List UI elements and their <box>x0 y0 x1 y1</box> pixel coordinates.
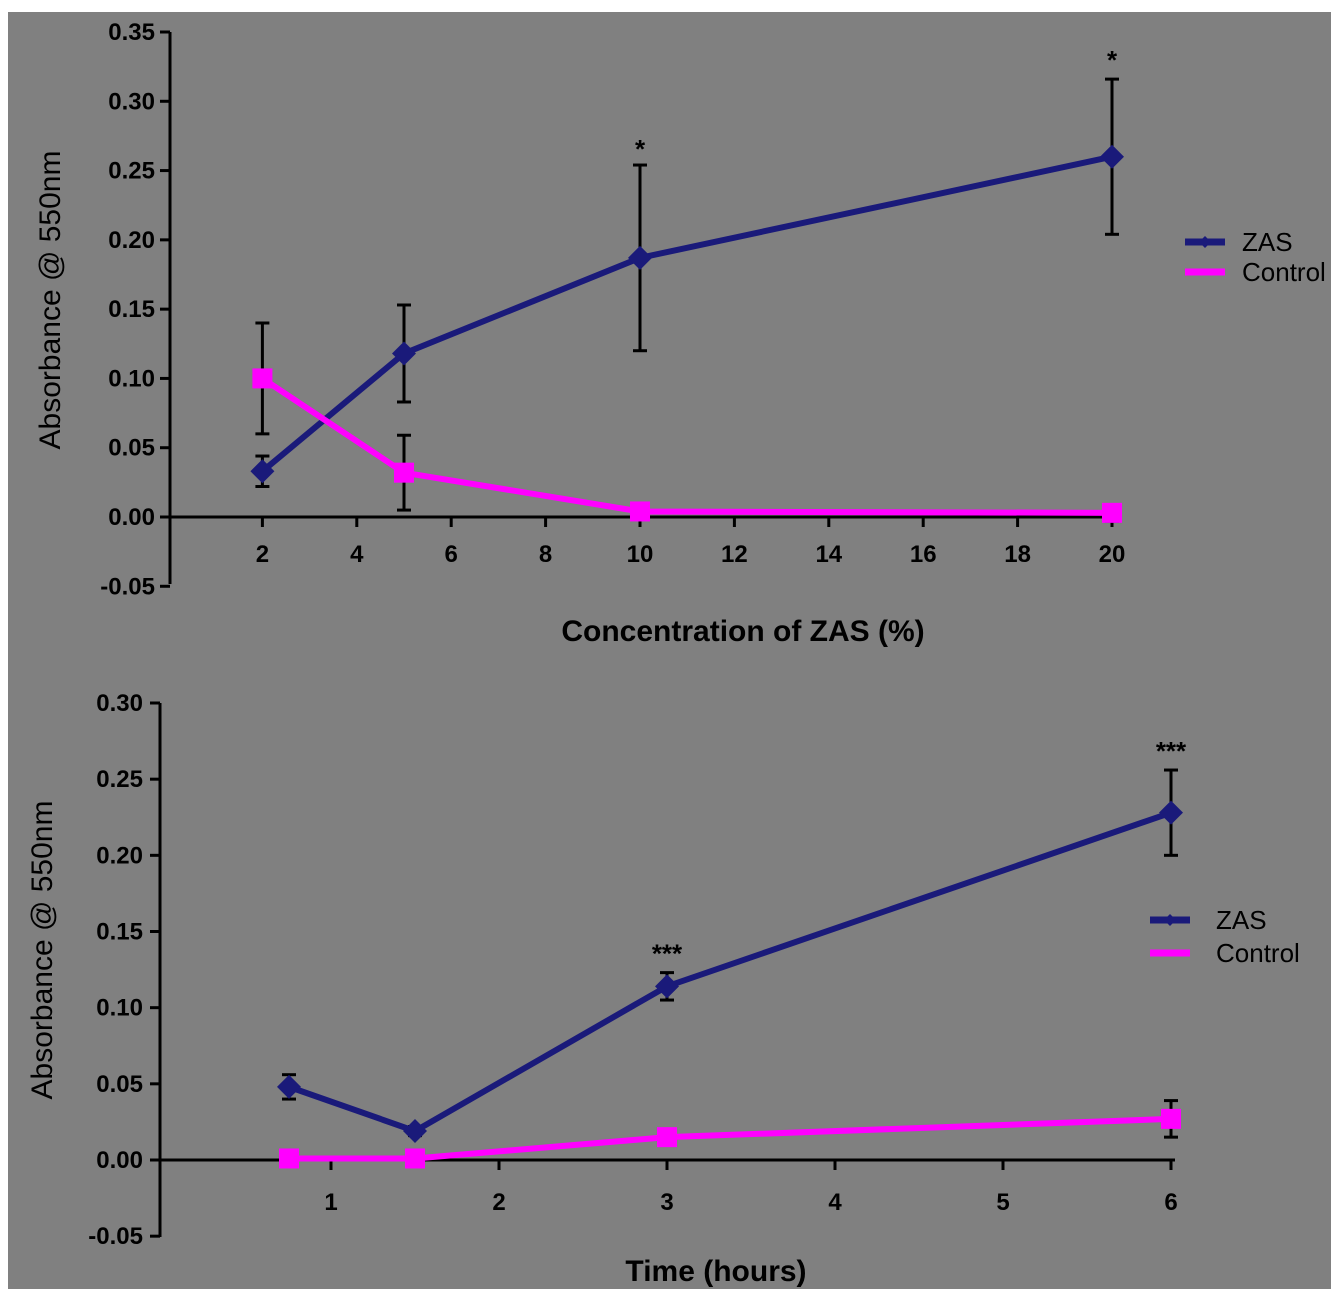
data-point <box>1100 144 1124 169</box>
x-tick-label: 2 <box>492 1189 505 1216</box>
data-point <box>628 245 652 270</box>
y-tick-label: 0.30 <box>108 88 155 115</box>
significance-annotation: * <box>635 134 646 164</box>
y-tick-label: 0.05 <box>108 435 155 462</box>
significance-annotation: *** <box>1156 736 1187 766</box>
chart-concentration: -0.05 0.00 0.05 0.10 0.15 0.20 0.25 0.30 0.35 2 4 6… <box>34 19 1326 648</box>
x-tick-label: 18 <box>1004 541 1031 568</box>
x-tick-label: 10 <box>627 541 654 568</box>
chart-time: -0.05 0.00 0.05 0.10 0.15 0.20 0.25 0.30 1 2 3 4 5 6 A… <box>26 690 1300 1288</box>
data-point <box>1159 800 1183 825</box>
x-tick-label: 6 <box>445 541 458 568</box>
y-axis-title: Absorbance @ 550nm <box>26 801 59 1100</box>
y-tick-label: 0.25 <box>108 158 155 185</box>
data-point <box>394 462 414 483</box>
data-point <box>405 1148 425 1169</box>
data-point <box>403 1119 427 1144</box>
x-tick-label: 5 <box>996 1189 1009 1216</box>
data-point <box>657 1127 677 1148</box>
y-tick-label: 0.20 <box>96 842 143 869</box>
x-tick-label: 14 <box>815 541 842 568</box>
x-tick-label: 2 <box>256 541 269 568</box>
data-point <box>277 1074 301 1099</box>
y-tick-label: 0.00 <box>96 1147 143 1174</box>
series-control <box>279 1099 1181 1169</box>
significance-annotation: * <box>1107 45 1118 75</box>
x-tick-label: 20 <box>1099 541 1126 568</box>
y-tick-label: 0.10 <box>96 995 143 1022</box>
series-zas <box>277 768 1183 1144</box>
x-tick-label: 4 <box>350 541 364 568</box>
data-point <box>655 974 679 999</box>
y-axis-title: Absorbance @ 550nm <box>34 151 67 450</box>
series-control <box>252 321 1122 523</box>
x-tick-label: 3 <box>660 1189 673 1216</box>
y-tick-label: 0.25 <box>96 766 143 793</box>
series-zas <box>250 77 1124 489</box>
data-point <box>1161 1108 1181 1129</box>
legend-marker <box>1199 236 1211 248</box>
series-line <box>289 1115 1172 1162</box>
x-tick-label: 12 <box>721 541 748 568</box>
y-tick-label: 0.20 <box>108 227 155 254</box>
data-point <box>630 501 650 522</box>
data-point <box>1102 502 1122 523</box>
y-tick-label: 0.00 <box>108 504 155 531</box>
legend-item-control: Control <box>1150 938 1300 968</box>
y-tick-label: -0.05 <box>100 573 155 600</box>
data-point <box>250 459 275 484</box>
x-tick-label: 8 <box>539 541 552 568</box>
significance-annotation: *** <box>652 939 683 969</box>
x-tick-label: 4 <box>828 1189 842 1216</box>
y-tick-label: 0.30 <box>96 690 143 717</box>
x-axis-title: Time (hours) <box>625 1255 806 1288</box>
legend-label: ZAS <box>1242 227 1293 257</box>
x-axis-title: Concentration of ZAS (%) <box>561 615 924 648</box>
y-tick-label: 0.15 <box>108 296 155 323</box>
y-tick-label: 0.15 <box>96 919 143 946</box>
data-point <box>279 1148 299 1169</box>
legend-marker <box>1164 914 1176 926</box>
y-tick-label: 0.05 <box>96 1071 143 1098</box>
y-tick-label: 0.35 <box>108 19 155 46</box>
legend-item-control: Control <box>1185 257 1326 287</box>
legend-label: Control <box>1242 257 1326 287</box>
x-tick-label: 16 <box>910 541 937 568</box>
legend-label: Control <box>1216 938 1300 968</box>
series-line <box>288 809 1172 1135</box>
y-tick-label: -0.05 <box>88 1223 143 1250</box>
data-point <box>252 368 273 389</box>
y-tick-label: 0.10 <box>108 365 155 392</box>
data-point <box>392 341 416 366</box>
legend-item-zas: ZAS <box>1185 227 1293 257</box>
series-line <box>260 375 1113 516</box>
legend-item-zas: ZAS <box>1150 905 1267 935</box>
legend-label: ZAS <box>1216 905 1267 935</box>
x-tick-label: 6 <box>1164 1189 1177 1216</box>
x-tick-label: 1 <box>324 1189 337 1216</box>
series-line <box>260 153 1113 474</box>
